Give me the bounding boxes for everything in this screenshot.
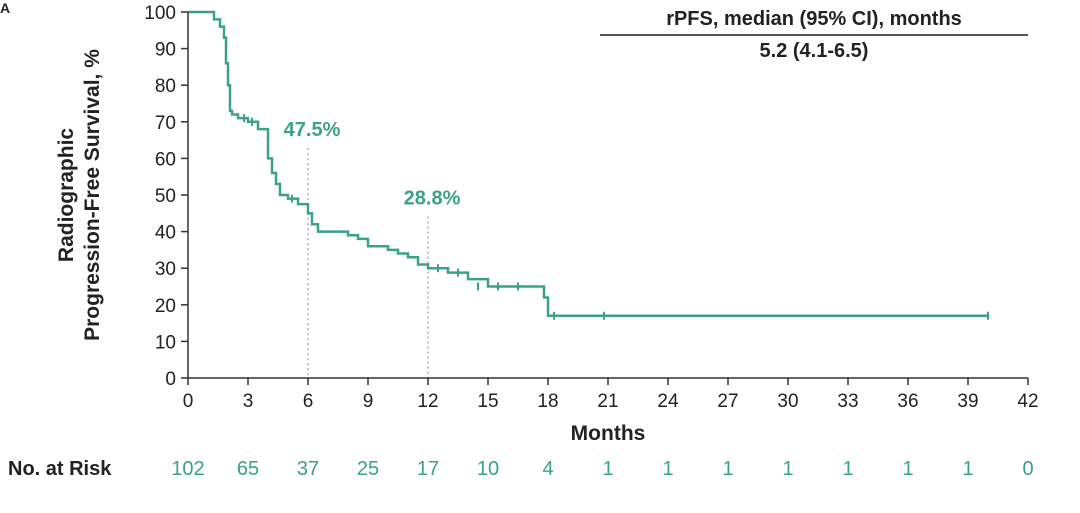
risk-count: 65 — [236, 458, 260, 480]
x-tick-label: 18 — [537, 391, 558, 412]
x-axis-label: Months — [571, 422, 646, 445]
x-tick-label: 36 — [897, 391, 918, 412]
annotation-label: 28.8% — [404, 188, 461, 210]
y-axis-label-line: Radiographic — [55, 128, 78, 263]
x-tick-label: 27 — [717, 391, 738, 412]
y-tick-label: 100 — [144, 3, 176, 24]
risk-count: 1 — [782, 458, 794, 480]
x-tick-label: 24 — [657, 391, 679, 412]
x-tick-label: 42 — [1017, 391, 1038, 412]
risk-count: 0 — [1022, 458, 1034, 480]
risk-count: 102 — [171, 458, 205, 480]
risk-table-label: No. at Risk — [8, 458, 112, 480]
risk-count: 1 — [602, 458, 614, 480]
y-tick-label: 50 — [155, 186, 176, 207]
risk-count: 4 — [542, 458, 554, 480]
x-tick-label: 30 — [777, 391, 798, 412]
x-tick-label: 6 — [303, 391, 314, 412]
annotation-label: 47.5% — [284, 119, 341, 141]
legend-title: rPFS, median (95% CI), months — [600, 8, 1028, 36]
risk-count: 37 — [296, 458, 320, 480]
survival-curve — [188, 10, 988, 318]
risk-count: 1 — [902, 458, 914, 480]
risk-count: 1 — [842, 458, 854, 480]
y-tick-label: 0 — [165, 369, 176, 390]
y-tick-label: 80 — [155, 76, 176, 97]
x-tick-label: 21 — [597, 391, 618, 412]
y-tick-label: 20 — [155, 296, 176, 317]
legend-box: rPFS, median (95% CI), months 5.2 (4.1-6… — [600, 8, 1028, 63]
y-tick-label: 10 — [155, 332, 176, 353]
x-tick-label: 15 — [477, 391, 498, 412]
x-tick-label: 33 — [837, 391, 858, 412]
y-tick-label: 70 — [155, 113, 176, 134]
y-tick-label: 30 — [155, 259, 176, 280]
risk-count: 10 — [476, 458, 500, 480]
km-chart: Radiographic Progression-Free Survival, %… — [55, 3, 1039, 445]
legend-value: 5.2 (4.1-6.5) — [759, 40, 869, 62]
panel-letter: A — [0, 0, 11, 16]
x-tick-label: 3 — [243, 391, 254, 412]
y-tick-label: 40 — [155, 223, 176, 244]
risk-count: 1 — [962, 458, 974, 480]
y-axis-label: Radiographic Progression-Free Survival, % — [55, 49, 104, 341]
risk-count: 1 — [662, 458, 674, 480]
x-tick-label: 12 — [417, 391, 438, 412]
y-tick-label: 90 — [155, 40, 176, 61]
risk-count: 17 — [416, 458, 440, 480]
y-tick-label: 60 — [155, 149, 176, 170]
risk-count: 25 — [356, 458, 380, 480]
x-tick-label: 39 — [957, 391, 978, 412]
x-tick-label: 0 — [183, 391, 194, 412]
risk-count: 1 — [722, 458, 734, 480]
y-axis-label-line: Progression-Free Survival, % — [81, 49, 104, 341]
x-tick-label: 9 — [363, 391, 374, 412]
